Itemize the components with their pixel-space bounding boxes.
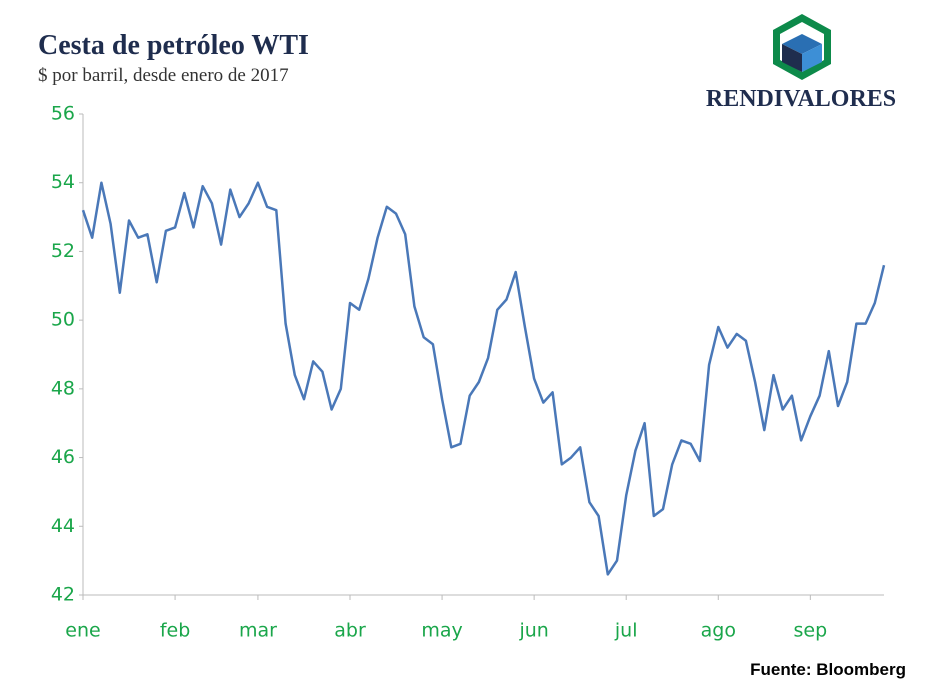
x-tick-label: sep	[794, 620, 828, 642]
y-tick-label: 54	[51, 171, 75, 193]
x-tick-label: may	[421, 620, 462, 642]
y-tick-label: 44	[51, 515, 75, 537]
source: Fuente: Bloomberg	[750, 660, 906, 679]
logo-icon	[773, 14, 831, 80]
y-tick-label: 56	[51, 103, 75, 125]
y-tick-label: 48	[51, 377, 75, 399]
chart-title: Cesta de petróleo WTI	[38, 30, 309, 61]
price-line	[81, 181, 886, 576]
x-tick-label: ago	[701, 620, 736, 642]
y-tick-label: 46	[51, 446, 75, 468]
x-tick-label: feb	[160, 620, 190, 642]
x-tick-label: jul	[614, 620, 638, 642]
x-tick-label: abr	[334, 620, 366, 642]
y-tick-label: 42	[51, 584, 75, 606]
chart-subtitle: $ por barril, desde enero de 2017	[38, 65, 289, 86]
y-tick-label: 50	[51, 309, 75, 331]
x-tick-label: mar	[239, 620, 277, 642]
x-tick-label: ene	[65, 620, 100, 642]
x-tick-label: jun	[518, 620, 548, 642]
y-tick-label: 52	[51, 240, 75, 262]
logo-text: RENDIVALORES	[706, 86, 896, 112]
